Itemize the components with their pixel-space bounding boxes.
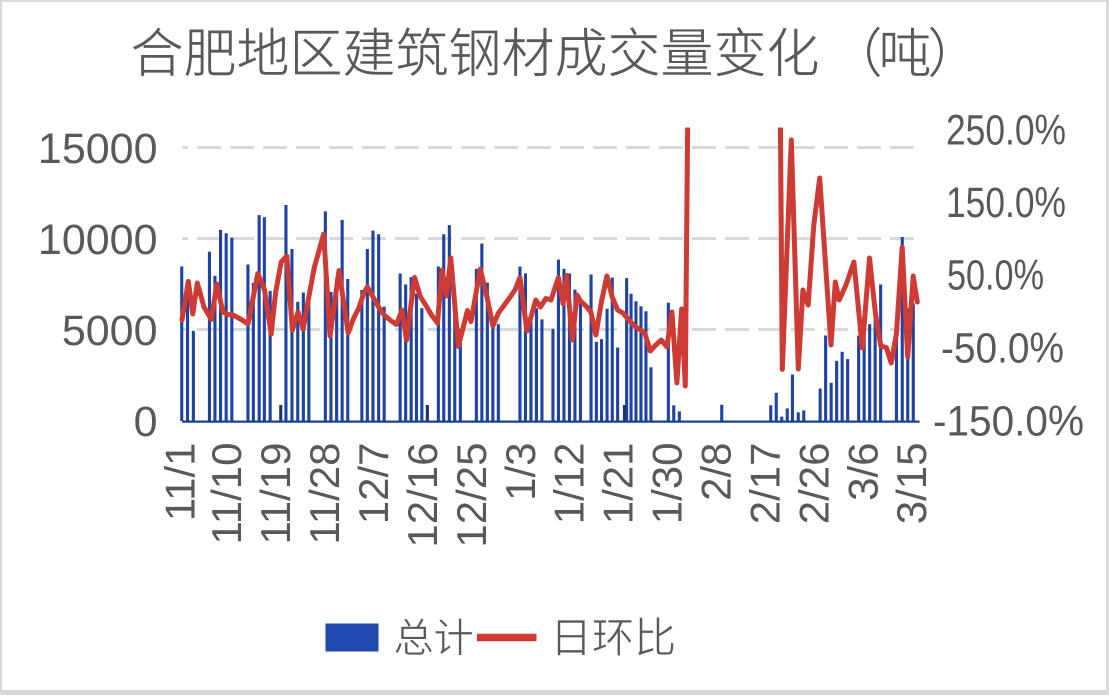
svg-text:5000: 5000 [62,307,158,355]
svg-text:2/26: 2/26 [790,443,837,525]
svg-text:1/30: 1/30 [644,443,691,525]
svg-text:-50.0%: -50.0% [941,324,1064,372]
svg-text:12/25: 12/25 [448,443,495,548]
svg-text:2/17: 2/17 [742,443,789,525]
svg-text:11/10: 11/10 [203,443,250,545]
svg-text:50.0%: 50.0% [947,251,1044,299]
svg-text:0: 0 [134,398,158,446]
svg-text:1/12: 1/12 [546,443,593,525]
svg-text:250.0%: 250.0% [946,106,1066,154]
svg-text:1/3: 1/3 [497,443,544,501]
svg-text:11/1: 11/1 [156,443,203,522]
svg-text:11/19: 11/19 [252,443,299,545]
svg-text:15000: 15000 [38,125,158,173]
svg-text:1/21: 1/21 [595,443,642,525]
svg-text:12/16: 12/16 [399,443,446,548]
svg-text:11/28: 11/28 [301,443,348,545]
svg-text:10000: 10000 [38,216,158,264]
svg-text:3/6: 3/6 [839,443,886,501]
svg-text:3/15: 3/15 [888,443,935,525]
svg-text:150.0%: 150.0% [946,179,1066,227]
svg-text:-150.0%: -150.0% [933,397,1084,445]
svg-text:2/8: 2/8 [693,443,740,501]
svg-text:12/7: 12/7 [350,443,397,525]
